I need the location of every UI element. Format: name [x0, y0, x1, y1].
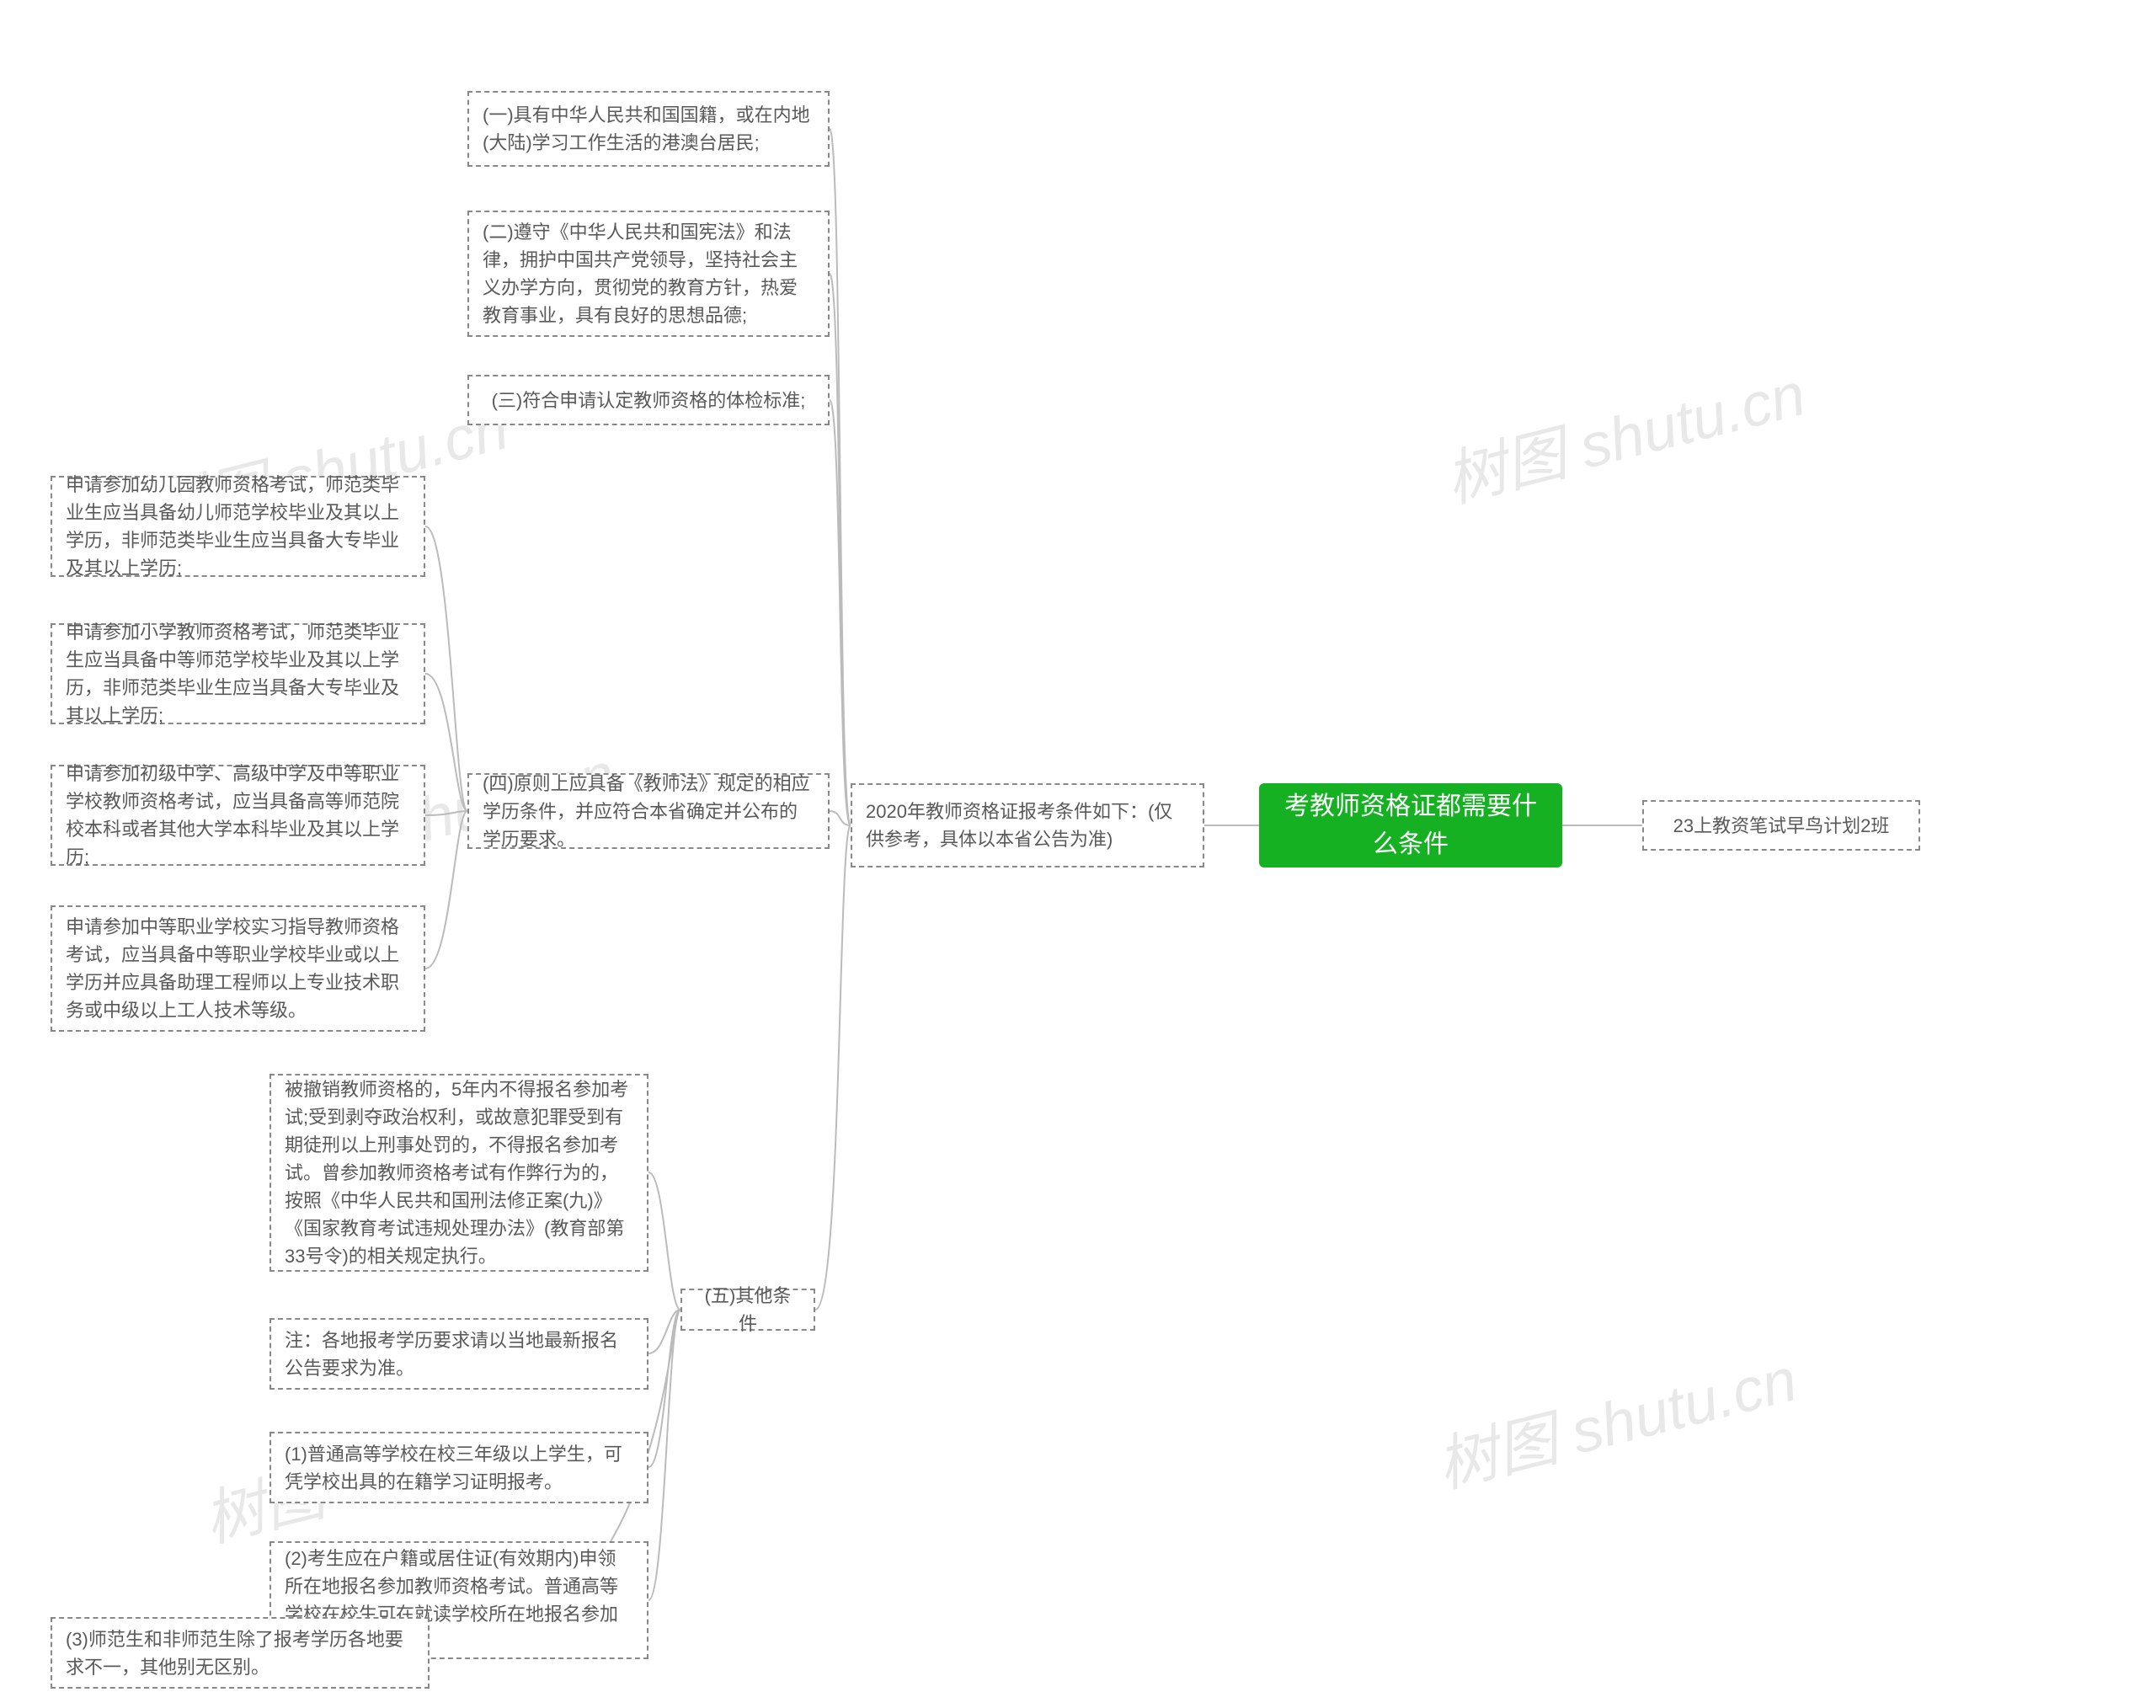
node-c3[interactable]: (三)符合申请认定教师资格的体检标准; [467, 375, 830, 425]
node-c1[interactable]: (一)具有中华人民共和国国籍，或在内地(大陆)学习工作生活的港澳台居民; [467, 91, 830, 167]
node-c4c[interactable]: 申请参加初级中学、高级中学及中等职业学校教师资格考试，应当具备高等师范院校本科或… [51, 765, 425, 866]
node-c4d[interactable]: 申请参加中等职业学校实习指导教师资格考试，应当具备中等职业学校毕业或以上学历并应… [51, 905, 425, 1032]
node-c4b[interactable]: 申请参加小学教师资格考试，师范类毕业生应当具备中等师范学校毕业及其以上学历，非师… [51, 623, 425, 724]
node-c4[interactable]: (四)原则上应具备《教师法》规定的相应学历条件，并应符合本省确定并公布的学历要求… [467, 773, 830, 849]
node-c4a[interactable]: 申请参加幼儿园教师资格考试，师范类毕业生应当具备幼儿师范学校毕业及其以上学历，非… [51, 476, 425, 577]
node-c2[interactable]: (二)遵守《中华人民共和国宪法》和法律，拥护中国共产党领导，坚持社会主义办学方向… [467, 211, 830, 337]
watermark: 树图 shutu.cn [1427, 1330, 1805, 1504]
node-c5a[interactable]: 被撤销教师资格的，5年内不得报名参加考试;受到剥夺政治权利，或故意犯罪受到有期徒… [270, 1074, 648, 1272]
node-c5c[interactable]: (1)普通高等学校在校三年级以上学生，可凭学校出具的在籍学习证明报考。 [270, 1432, 648, 1503]
node-right-1[interactable]: 23上教资笔试早鸟计划2班 [1642, 800, 1920, 851]
node-c5[interactable]: (五)其他条件 [680, 1289, 815, 1331]
watermark: 树图 shutu.cn [1435, 344, 1813, 519]
root-node[interactable]: 考教师资格证都需要什么条件 [1259, 783, 1562, 867]
node-left-parent[interactable]: 2020年教师资格证报考条件如下：(仅供参考，具体以本省公告为准) [851, 783, 1204, 867]
node-c5b[interactable]: 注：各地报考学历要求请以当地最新报名公告要求为准。 [270, 1318, 648, 1390]
node-c5e[interactable]: (3)师范生和非师范生除了报考学历各地要求不一，其他别无区别。 [51, 1617, 430, 1689]
